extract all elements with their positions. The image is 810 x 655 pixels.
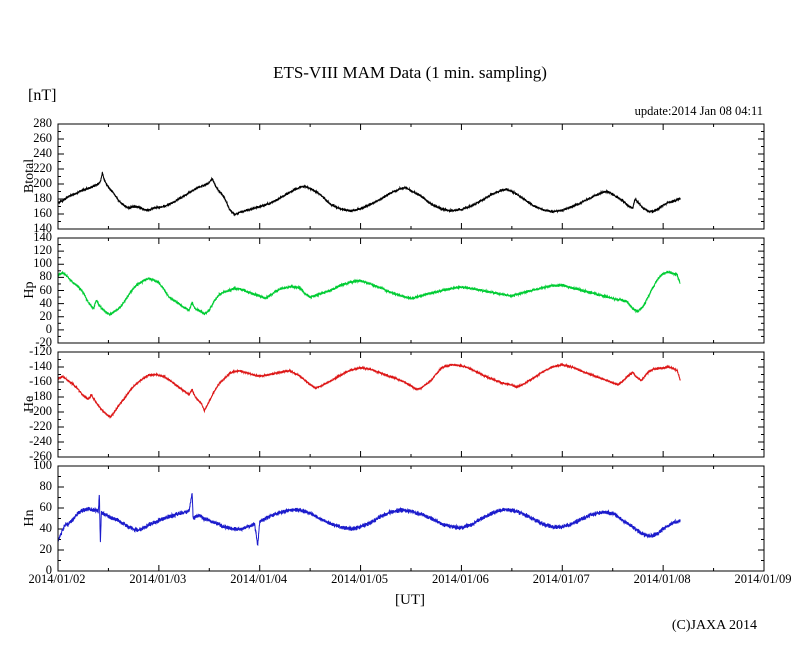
y-tick-label: -140: [29, 359, 52, 373]
y-tick-label: -260: [29, 449, 52, 463]
y-tick-label: 80: [39, 269, 53, 284]
chart-title: ETS-VIII MAM Data (1 min. sampling): [273, 63, 547, 82]
y-tick-label: 60: [39, 500, 53, 514]
y-tick-label: 260: [33, 131, 52, 145]
x-tick-label: 2014/01/06: [431, 572, 489, 586]
y-tick-label: -180: [29, 389, 52, 403]
x-tick-label: 2014/01/04: [230, 572, 288, 586]
x-tick-label: 2014/01/09: [734, 572, 792, 586]
copyright-label: (C)JAXA 2014: [671, 618, 757, 633]
y-tick-label: -160: [29, 374, 52, 388]
chart-panel-hp: [57, 237, 765, 344]
y-tick-label: 20: [39, 308, 53, 323]
y-tick-label: -240: [29, 434, 52, 448]
y-tick-label: 120: [33, 243, 52, 258]
y-tick-label: 80: [39, 479, 53, 493]
x-axis-label: [UT]: [395, 592, 425, 608]
y-tick-label: -120: [29, 344, 52, 358]
y-tick-label: 40: [39, 521, 53, 535]
x-tick-label: 2014/01/05: [331, 572, 389, 586]
update-timestamp: update:2014 Jan 08 04:11: [634, 104, 763, 118]
y-tick-label: 180: [33, 191, 52, 205]
chart-panel-hn: [57, 465, 765, 572]
trace-hp: [57, 270, 681, 317]
y-tick-label: 140: [33, 221, 52, 235]
y-tick-label: 60: [39, 282, 53, 297]
y-tick-label: 100: [33, 458, 52, 472]
x-tick-label: 2014/01/03: [129, 572, 187, 586]
y-tick-label: -20: [35, 335, 52, 349]
panel-ylabel-hn: Hn: [22, 508, 37, 527]
y-tick-label: 0: [45, 563, 52, 577]
y-tick-label: 220: [33, 161, 52, 175]
y-unit-label: [nT]: [28, 87, 57, 104]
y-tick-label: -220: [29, 419, 52, 433]
trace-btotal: [57, 171, 681, 217]
trace-he: [57, 362, 681, 420]
y-tick-label: 200: [33, 176, 52, 190]
x-tick-label: 2014/01/07: [532, 572, 590, 586]
y-tick-label: 20: [39, 542, 53, 556]
x-tick-label: 2014/01/08: [633, 572, 691, 586]
chart-panel-he: [57, 351, 765, 458]
y-tick-label: 140: [33, 230, 52, 244]
y-tick-label: 280: [33, 116, 52, 130]
trace-hn: [57, 493, 681, 547]
y-tick-label: 0: [45, 321, 52, 336]
x-tick-label: 2014/01/02: [28, 572, 86, 586]
y-tick-label: -200: [29, 404, 52, 418]
chart-panel-btotal: [57, 123, 765, 230]
y-tick-label: 100: [33, 256, 52, 271]
y-tick-label: 240: [33, 146, 52, 160]
y-tick-label: 40: [39, 295, 53, 310]
y-tick-label: 160: [33, 206, 52, 220]
